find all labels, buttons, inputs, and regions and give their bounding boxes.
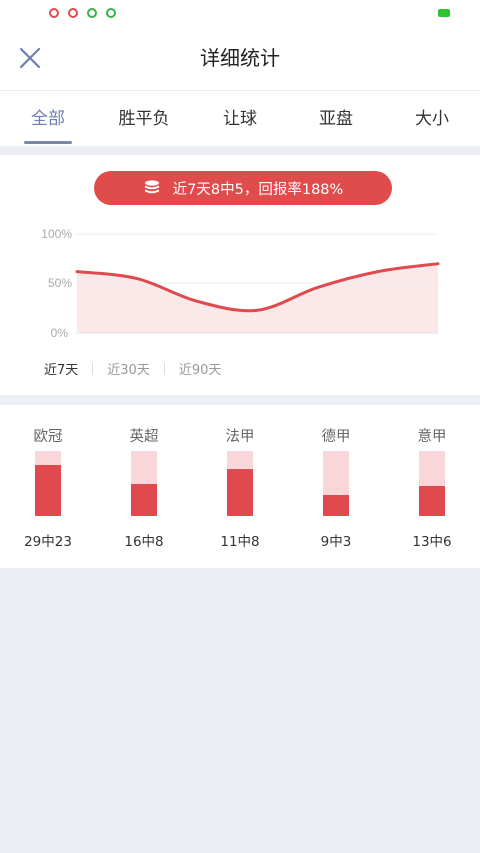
notification-green-icon bbox=[84, 5, 99, 20]
close-icon bbox=[19, 47, 41, 69]
range-tabs: 近7天 近30天 近90天 bbox=[44, 359, 221, 378]
league-stats-card: 欧冠 29中23 英超 16中8 法甲 11中8 德甲 9中3 意甲 13中6 bbox=[0, 405, 480, 568]
league-item[interactable]: 英超 16中8 bbox=[96, 405, 192, 568]
league-item[interactable]: 德甲 9中3 bbox=[288, 405, 384, 568]
range-tab-30d[interactable]: 近30天 bbox=[107, 363, 150, 378]
divider bbox=[92, 362, 94, 375]
league-name: 德甲 bbox=[321, 429, 351, 445]
league-bar-fill bbox=[227, 468, 253, 516]
return-rate-chart: 100% 50% 0% bbox=[41, 227, 440, 340]
league-bar-track bbox=[227, 451, 253, 516]
y-tick-label: 0% bbox=[51, 326, 69, 340]
header: 详细统计 bbox=[0, 26, 480, 90]
tab-handicap[interactable]: 让球 bbox=[223, 109, 257, 129]
y-tick-label: 100% bbox=[41, 227, 72, 241]
clock-icon bbox=[410, 0, 430, 26]
league-bar-fill bbox=[419, 486, 445, 516]
league-bar-fill bbox=[131, 483, 157, 516]
league-record: 13中6 bbox=[412, 534, 452, 550]
signal-icon bbox=[370, 0, 390, 26]
tab-over-under[interactable]: 大小 bbox=[415, 109, 449, 129]
status-notification-icons bbox=[46, 5, 118, 20]
range-tab-90d[interactable]: 近90天 bbox=[178, 363, 222, 378]
league-name: 欧冠 bbox=[33, 429, 63, 445]
tab-asian-handicap[interactable]: 亚盘 bbox=[319, 109, 353, 129]
summary-text: 近7天8中5，回报率188% bbox=[172, 181, 344, 198]
divider bbox=[163, 362, 165, 375]
league-bar-fill bbox=[323, 494, 349, 516]
league-bar-fill bbox=[35, 464, 61, 516]
chart-area-fill bbox=[77, 263, 438, 333]
league-record: 16中8 bbox=[124, 534, 164, 550]
tab-win-draw-lose[interactable]: 胜平负 bbox=[118, 109, 170, 129]
wifi-icon bbox=[390, 0, 410, 26]
league-item[interactable]: 欧冠 29中23 bbox=[0, 405, 96, 568]
range-tab-7d[interactable]: 近7天 bbox=[44, 363, 79, 378]
league-record: 9中3 bbox=[320, 534, 352, 550]
league-name: 意甲 bbox=[417, 429, 447, 445]
league-bar-track bbox=[131, 451, 157, 516]
league-bar-track bbox=[35, 451, 61, 516]
close-button[interactable] bbox=[0, 30, 60, 86]
category-tabs: 全部 胜平负 让球 亚盘 大小 bbox=[0, 90, 480, 146]
page-title: 详细统计 bbox=[200, 46, 280, 70]
stats-chart-card: 近7天8中5，回报率188% 100% 50% 0% 近7天 近30天 近90天 bbox=[0, 155, 480, 395]
status-system-icons bbox=[370, 0, 480, 26]
league-name: 法甲 bbox=[225, 429, 255, 445]
league-record: 29中23 bbox=[24, 534, 72, 550]
summary-badge: 近7天8中5，回报率188% bbox=[94, 171, 392, 205]
notification-red-icon bbox=[46, 5, 61, 20]
y-tick-label: 50% bbox=[48, 276, 72, 290]
notification-red-icon bbox=[65, 5, 80, 20]
tab-all[interactable]: 全部 bbox=[0, 91, 96, 146]
status-bar bbox=[0, 0, 480, 26]
coin-stack-icon bbox=[144, 180, 159, 194]
battery-icon bbox=[438, 9, 450, 17]
league-bar-track bbox=[419, 451, 445, 516]
league-item[interactable]: 意甲 13中6 bbox=[384, 405, 480, 568]
chart-line bbox=[75, 262, 440, 313]
league-name: 英超 bbox=[129, 429, 159, 445]
league-item[interactable]: 法甲 11中8 bbox=[192, 405, 288, 568]
league-record: 11中8 bbox=[220, 534, 260, 550]
league-bar-track bbox=[323, 451, 349, 516]
notification-green-icon bbox=[103, 5, 118, 20]
